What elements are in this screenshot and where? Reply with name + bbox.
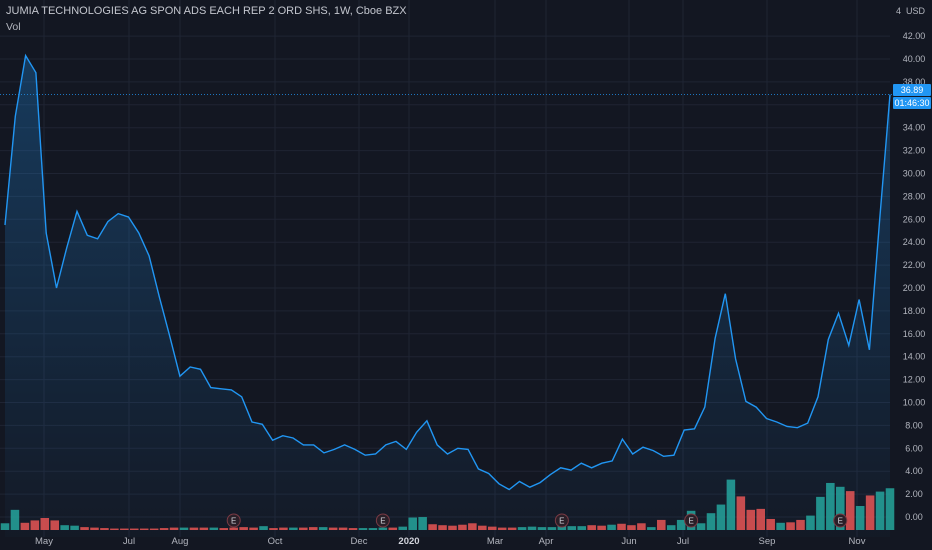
price-line xyxy=(4,53,891,491)
price-tick-label: 12.00 xyxy=(903,375,926,385)
time-tick-label: Mar xyxy=(487,536,503,547)
earnings-label: E xyxy=(231,517,236,526)
price-tick-label: 14.00 xyxy=(903,352,926,362)
price-tick-label: 30.00 xyxy=(903,169,926,179)
earnings-marker[interactable] xyxy=(554,513,569,528)
earnings-marker[interactable] xyxy=(684,513,699,528)
price-tick-label: 10.00 xyxy=(903,398,926,408)
price-tick-label: 22.00 xyxy=(903,260,926,270)
price-tick-label: 28.00 xyxy=(903,191,926,201)
time-tick-label: Jul xyxy=(677,536,689,547)
symbol-title[interactable]: JUMIA TECHNOLOGIES AG SPON ADS EACH REP … xyxy=(6,5,407,17)
time-tick-label: 2020 xyxy=(398,536,419,547)
price-tick-label: 8.00 xyxy=(905,420,923,430)
time-tick-label: Sep xyxy=(759,536,776,547)
price-tick-label: 16.00 xyxy=(903,329,926,339)
earnings-label: E xyxy=(559,517,564,526)
time-tick-label: Jun xyxy=(621,536,636,547)
price-tick-label: 6.00 xyxy=(905,443,923,453)
earnings-label: E xyxy=(838,517,843,526)
time-tick-label: May xyxy=(35,536,53,547)
time-tick-label: Oct xyxy=(268,536,283,547)
earnings-marker[interactable] xyxy=(833,513,848,528)
price-tick-label: 32.00 xyxy=(903,146,926,156)
price-tick-label: 2.00 xyxy=(905,489,923,499)
price-tick-label: 4.00 xyxy=(905,466,923,476)
price-tick-label: 38.00 xyxy=(903,77,926,87)
earnings-marker[interactable] xyxy=(375,513,390,528)
time-tick-label: Jul xyxy=(123,536,135,547)
earnings-label: E xyxy=(380,517,385,526)
price-tick-label: 34.00 xyxy=(903,123,926,133)
price-tick-label: 0.00 xyxy=(905,512,923,522)
earnings-label: E xyxy=(688,517,693,526)
axis-marker: 4 xyxy=(896,6,902,16)
chart-header: JUMIA TECHNOLOGIES AG SPON ADS EACH REP … xyxy=(6,5,407,34)
volume-legend[interactable]: Vol xyxy=(6,21,21,33)
time-tick-label: Aug xyxy=(172,536,189,547)
price-tick-label: 24.00 xyxy=(903,237,926,247)
price-tick-label: 26.00 xyxy=(903,214,926,224)
last-price-label: 36.89 xyxy=(893,84,931,96)
price-area xyxy=(5,55,890,537)
price-tick-label: 40.00 xyxy=(903,54,926,64)
time-tick-label: Dec xyxy=(351,536,368,547)
earnings-markers: EEEEEE xyxy=(226,513,848,528)
time-tick-label: Nov xyxy=(849,536,866,547)
time-axis[interactable]: May Jul Aug Oct Dec 2020 Mar Apr Jun Jul Sep Nov xyxy=(35,536,866,547)
price-tick-label: 42.00 xyxy=(903,31,926,41)
currency-label[interactable]: USD xyxy=(906,6,926,16)
price-tick-label: 18.00 xyxy=(903,306,926,316)
bar-countdown: 01:46:30 xyxy=(893,97,931,109)
time-tick-label: Apr xyxy=(539,536,554,547)
earnings-marker[interactable] xyxy=(226,513,241,528)
price-tick-label: 20.00 xyxy=(903,283,926,293)
